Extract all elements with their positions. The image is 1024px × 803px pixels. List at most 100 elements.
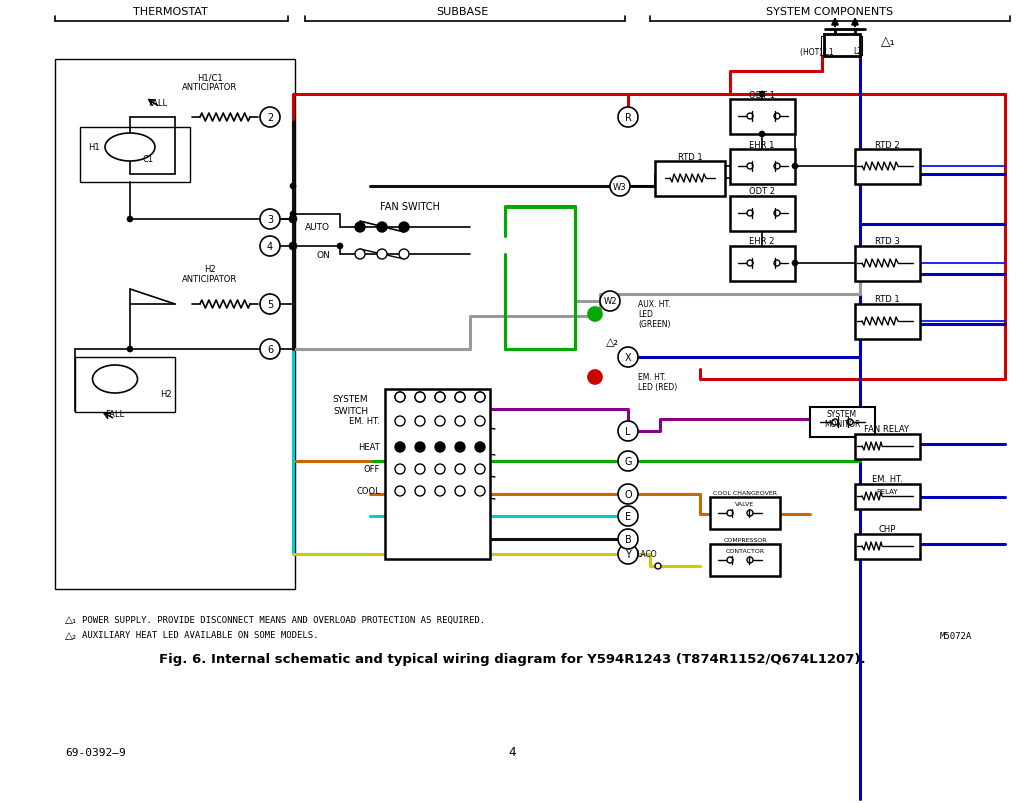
Text: E: E — [625, 512, 631, 521]
Text: 3: 3 — [267, 214, 273, 225]
Text: H2: H2 — [160, 390, 172, 399]
Circle shape — [847, 419, 853, 426]
Circle shape — [475, 464, 485, 475]
Bar — [710, 544, 780, 577]
Text: LED (RED): LED (RED) — [638, 383, 677, 392]
Circle shape — [415, 442, 425, 452]
Circle shape — [435, 393, 445, 402]
Bar — [824, 35, 860, 57]
Circle shape — [618, 422, 638, 442]
Text: COOL CHANGEOVER: COOL CHANGEOVER — [713, 491, 777, 496]
Circle shape — [475, 417, 485, 426]
Circle shape — [355, 222, 365, 233]
Text: 4: 4 — [267, 242, 273, 251]
Circle shape — [618, 108, 638, 128]
Circle shape — [337, 243, 343, 250]
Circle shape — [774, 114, 780, 120]
Text: (GREEN): (GREEN) — [638, 320, 671, 329]
Text: H1/C1: H1/C1 — [198, 73, 223, 83]
Circle shape — [588, 370, 602, 385]
Text: M5072A: M5072A — [940, 632, 972, 641]
Circle shape — [774, 261, 780, 267]
Bar — [710, 497, 780, 529]
Bar — [730, 100, 795, 135]
Text: OFF: OFF — [364, 465, 380, 474]
Circle shape — [475, 442, 485, 452]
Ellipse shape — [92, 365, 137, 393]
Text: ON: ON — [316, 251, 330, 259]
Text: EM. HT.: EM. HT. — [871, 475, 902, 484]
Circle shape — [435, 464, 445, 475]
Circle shape — [395, 417, 406, 426]
Circle shape — [455, 464, 465, 475]
Text: RTD 1: RTD 1 — [678, 153, 702, 162]
Circle shape — [455, 393, 465, 402]
Circle shape — [127, 217, 133, 222]
Circle shape — [455, 417, 465, 426]
Text: EHR 1: EHR 1 — [750, 141, 775, 149]
Circle shape — [395, 393, 406, 402]
Text: L2: L2 — [853, 47, 862, 56]
Circle shape — [618, 529, 638, 549]
Text: FAN RELAY: FAN RELAY — [864, 425, 909, 434]
Bar — [855, 304, 920, 340]
Circle shape — [415, 417, 425, 426]
Text: O: O — [625, 489, 632, 499]
Circle shape — [260, 237, 280, 257]
Circle shape — [600, 291, 620, 312]
Circle shape — [727, 557, 733, 563]
Text: LACO: LACO — [637, 550, 657, 559]
Circle shape — [759, 92, 765, 98]
Circle shape — [746, 210, 753, 217]
Bar — [822, 38, 862, 56]
Ellipse shape — [105, 134, 155, 161]
Bar — [855, 150, 920, 185]
Text: EM. HT.: EM. HT. — [638, 373, 666, 382]
Circle shape — [455, 393, 465, 402]
Circle shape — [289, 243, 297, 251]
Text: C1: C1 — [142, 155, 154, 165]
Circle shape — [415, 487, 425, 496]
Text: Y: Y — [625, 549, 631, 560]
Circle shape — [746, 511, 753, 516]
Circle shape — [588, 308, 602, 321]
Text: L: L — [626, 426, 631, 437]
Circle shape — [435, 393, 445, 402]
Text: H1: H1 — [88, 143, 99, 153]
Text: W3: W3 — [613, 182, 627, 191]
Circle shape — [435, 487, 445, 496]
Text: COMPRESSOR: COMPRESSOR — [723, 538, 767, 543]
Text: △₁: △₁ — [881, 35, 895, 48]
Circle shape — [475, 393, 485, 402]
Circle shape — [774, 210, 780, 217]
Text: 69-0392—9: 69-0392—9 — [65, 747, 126, 757]
Circle shape — [415, 393, 425, 402]
Circle shape — [746, 164, 753, 169]
Bar — [655, 161, 725, 197]
Circle shape — [395, 487, 406, 496]
Text: SYSTEM COMPONENTS: SYSTEM COMPONENTS — [766, 7, 894, 17]
Text: SUBBASE: SUBBASE — [436, 7, 488, 17]
Bar — [810, 407, 874, 438]
Circle shape — [290, 243, 296, 250]
Text: AUX. HT.: AUX. HT. — [638, 300, 671, 309]
Circle shape — [127, 347, 133, 353]
Circle shape — [475, 393, 485, 402]
Text: SWITCH: SWITCH — [333, 407, 368, 416]
Circle shape — [395, 393, 406, 402]
Bar — [55, 60, 295, 589]
Circle shape — [618, 507, 638, 526]
Circle shape — [746, 261, 753, 267]
Text: SYSTEM: SYSTEM — [333, 395, 368, 404]
Circle shape — [260, 108, 280, 128]
Circle shape — [618, 544, 638, 565]
Circle shape — [415, 393, 425, 402]
Text: HEAT: HEAT — [358, 443, 380, 452]
Circle shape — [475, 487, 485, 496]
Bar — [855, 247, 920, 282]
Circle shape — [395, 464, 406, 475]
Circle shape — [399, 222, 409, 233]
Text: R: R — [625, 113, 632, 123]
Text: POWER SUPPLY. PROVIDE DISCONNECT MEANS AND OVERLOAD PROTECTION AS REQUIRED.: POWER SUPPLY. PROVIDE DISCONNECT MEANS A… — [82, 615, 485, 624]
Circle shape — [435, 442, 445, 452]
